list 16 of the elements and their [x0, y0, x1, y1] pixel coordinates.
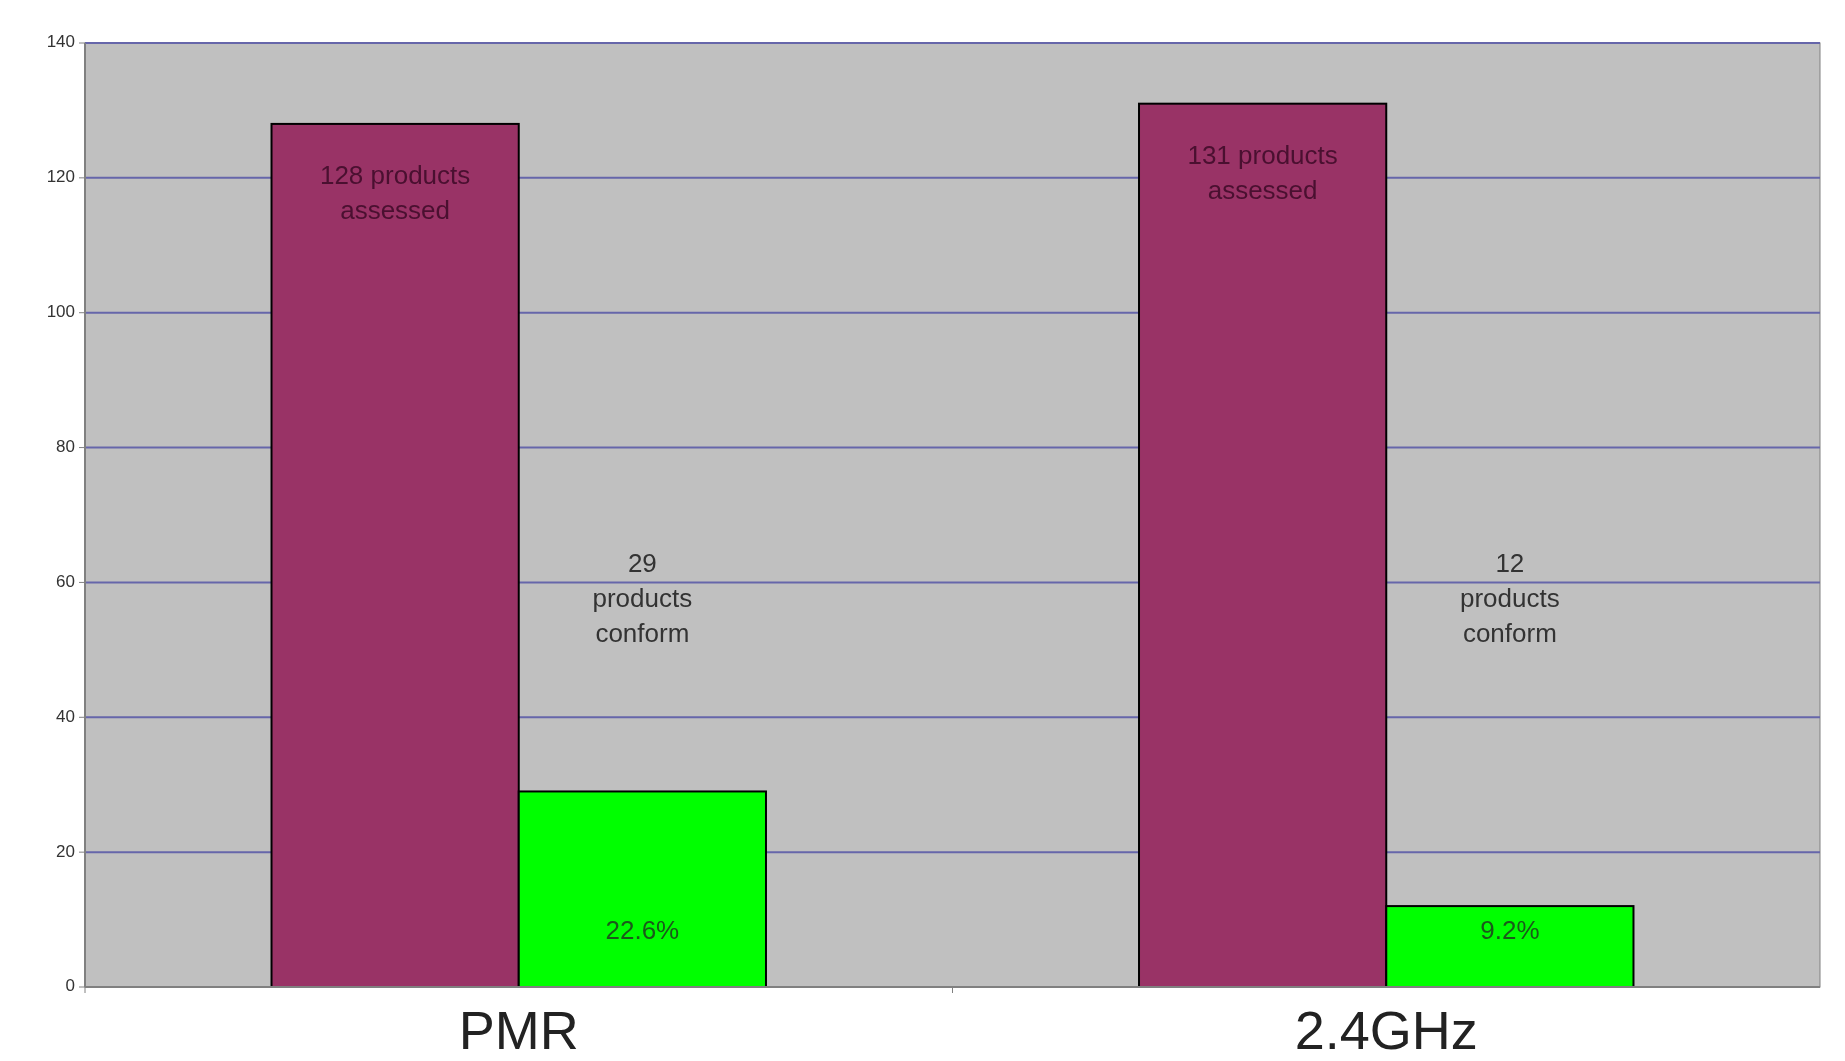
y-tick-label: 60 — [56, 571, 75, 591]
annotation: 9.2% — [1480, 915, 1540, 945]
x-tick-label: PMR — [458, 1000, 579, 1060]
annotation: 12 products conform — [1460, 547, 1560, 648]
y-tick-label: 0 — [65, 976, 75, 996]
x-tick-label: 2.4GHz — [1294, 1000, 1478, 1060]
annotation: 29 products conform — [592, 547, 693, 648]
y-tick-label: 80 — [56, 437, 75, 457]
data-label: 131 products assessed — [1187, 139, 1338, 205]
data-label: 128 products assessed — [319, 159, 471, 225]
y-tick-label: 40 — [56, 706, 75, 726]
annotation: 22.6% — [605, 915, 680, 945]
y-tick-label: 140 — [46, 32, 75, 52]
y-tick-label: 120 — [46, 167, 75, 187]
y-tick-label: 20 — [56, 841, 75, 861]
y-tick-label: 100 — [46, 302, 75, 322]
